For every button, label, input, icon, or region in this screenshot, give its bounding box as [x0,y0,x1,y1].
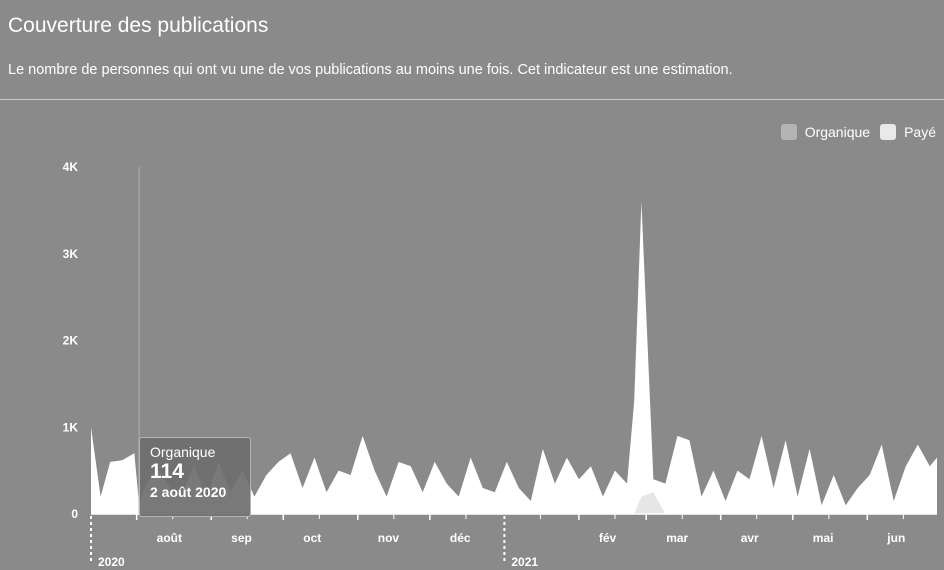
tooltip-series: Organique [150,444,216,460]
legend-swatch-paye [880,124,897,140]
y-tick-label: 4K [63,160,79,174]
legend-swatch-organique [780,124,797,140]
chart-title: Couverture des publications [8,14,269,37]
series-area-paye [634,492,666,514]
tooltip-value: 114 [150,460,184,483]
legend-item-paye[interactable]: Payé [880,124,936,140]
x-tick-label: avr [741,531,759,545]
year-label: 2020 [98,555,125,569]
x-tick-label: déc [450,531,471,545]
legend-label-paye: Payé [904,124,936,140]
header-divider [0,99,944,100]
x-tick-label: nov [378,531,400,545]
y-tick-label: 0 [71,507,78,521]
x-tick-label: mai [813,531,834,545]
y-tick-label: 2K [63,334,79,348]
x-tick-label: mar [666,531,688,545]
x-tick-label: sep [231,531,252,545]
x-tick-label: jun [886,531,905,545]
y-tick-label: 3K [63,247,79,261]
year-label: 2021 [511,555,538,569]
y-tick-label: 1K [63,420,79,434]
x-tick-label: oct [303,531,321,545]
legend-item-organique[interactable]: Organique [780,124,871,140]
chart-tooltip: Organique 114 2 août 2020 [139,437,251,517]
legend-label-organique: Organique [804,124,871,140]
tooltip-date: 2 août 2020 [150,484,227,500]
x-tick-label: fév [599,531,617,545]
x-tick-label: août [157,531,182,545]
legend: Organique Payé [780,124,936,140]
chart-subtitle: Le nombre de personnes qui ont vu une de… [8,62,733,78]
